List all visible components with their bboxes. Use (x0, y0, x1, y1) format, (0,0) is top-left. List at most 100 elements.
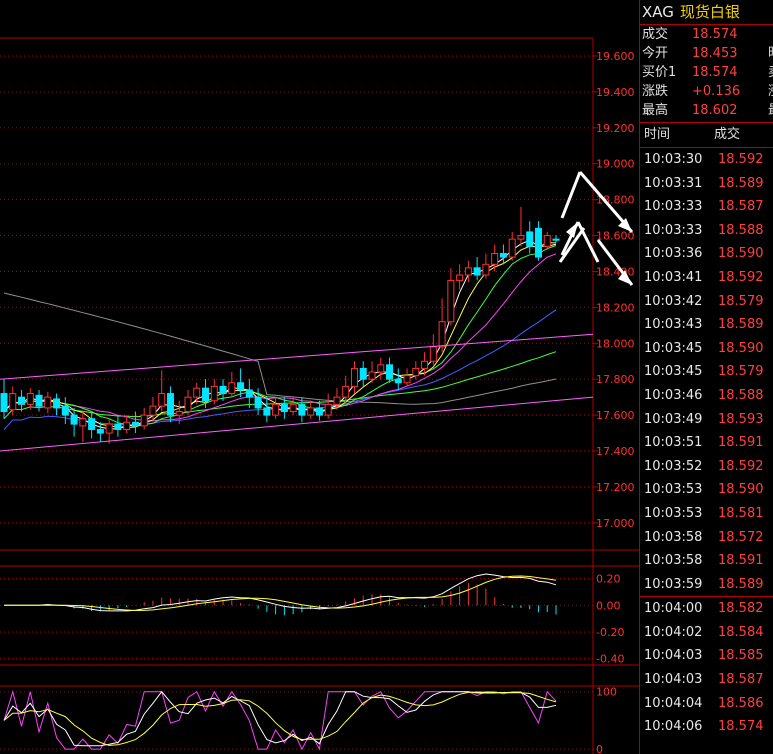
candle-body (464, 267, 472, 276)
quote-label: 成交 (642, 27, 669, 42)
tick-time: 10:03:53 (644, 482, 703, 498)
y-tick-label: 17.200 (596, 481, 635, 494)
annotation-arrows (558, 171, 634, 286)
y-tick-label: 0 (596, 743, 603, 754)
tick-row: 10:03:43 18.589 (640, 313, 773, 337)
candle-body (114, 423, 122, 430)
candle-body (298, 403, 306, 416)
tick-row: 10:04:02 18.584 (640, 621, 773, 645)
tick-price: 18.590 (718, 482, 764, 498)
tick-price: 18.590 (718, 340, 764, 356)
y-tick-label: -0.20 (596, 626, 624, 639)
y-tick-label: 19.000 (596, 158, 635, 171)
candle-body (202, 387, 210, 402)
y-tick-label: 19.400 (596, 86, 635, 99)
tick-time: 10:04:04 (644, 695, 703, 711)
quote-row: 涨跌 +0.136 涨 (640, 82, 773, 101)
tick-price: 18.593 (718, 411, 764, 427)
arrow-line (558, 227, 586, 263)
tick-price: 18.591 (718, 435, 764, 451)
tick-time: 10:03:59 (644, 576, 703, 592)
arrow-head (618, 270, 632, 285)
candle-body (149, 405, 157, 416)
tick-price: 18.582 (718, 601, 764, 617)
tick-price: 18.574 (718, 719, 764, 735)
osc-d-line (3, 690, 557, 747)
tick-price: 18.584 (718, 624, 764, 640)
candle-body (88, 418, 96, 430)
y-tick-label: -0.40 (596, 653, 624, 666)
tick-row: 10:03:52 18.592 (640, 455, 773, 479)
candle-body (131, 421, 139, 427)
quote-extra: 卖 (768, 63, 773, 82)
quote-value: 18.602 (692, 103, 738, 118)
tick-price: 18.585 (718, 648, 764, 664)
candle-body (44, 396, 52, 409)
candle-body (219, 385, 227, 395)
tick-time: 10:03:41 (644, 269, 703, 285)
tick-price: 18.592 (718, 152, 764, 167)
tick-time: 10:03:42 (644, 293, 703, 309)
candle-body (429, 346, 437, 362)
tick-price: 18.572 (718, 529, 764, 545)
y-tick-label: 17.400 (596, 445, 635, 458)
candle-body (61, 405, 69, 416)
quote-extra: 最 (768, 101, 773, 120)
macd-dea-line (4, 575, 557, 612)
candle-body (377, 364, 385, 373)
ticks-time-header: 时间 (644, 127, 671, 142)
quote-label: 买价1 (642, 65, 677, 80)
arrow-line (576, 221, 600, 263)
candle-body (350, 367, 358, 387)
tick-price: 18.589 (718, 576, 764, 592)
tick-price: 18.589 (718, 317, 764, 333)
quote-value: +0.136 (692, 84, 741, 99)
tick-time: 10:03:31 (644, 175, 703, 191)
tick-price: 18.592 (718, 269, 764, 285)
osc-k-line (3, 689, 557, 751)
tick-row: 10:04:04 18.586 (640, 692, 773, 716)
candle-body (473, 267, 481, 276)
ticks-list[interactable]: 10:03:30 18.592 10:03:31 18.589 10:03:33 18.5… (640, 148, 773, 739)
tick-time: 10:03:30 (644, 152, 703, 167)
candle-body (140, 414, 148, 427)
tick-time: 10:04:02 (644, 624, 703, 640)
symbol-code: XAG (642, 3, 674, 21)
arrow-head (618, 218, 632, 232)
tick-price: 18.591 (718, 553, 764, 569)
tick-row: 10:03:53 18.581 (640, 502, 773, 526)
tick-price: 18.589 (718, 175, 764, 191)
quote-label: 涨跌 (642, 84, 669, 99)
tick-time: 10:03:33 (644, 222, 703, 238)
tick-time: 10:04:00 (644, 601, 703, 617)
tick-time: 10:04:06 (644, 719, 703, 735)
quote-row: 今开 18.453 昨 (640, 44, 773, 63)
ma-yellow-line (3, 242, 557, 429)
candle-body (324, 403, 332, 416)
tick-price: 18.581 (718, 505, 764, 521)
tick-row: 10:03:30 18.592 (640, 148, 773, 172)
tick-row: 10:03:59 18.589 (640, 573, 773, 597)
y-tick-label: 18.000 (596, 337, 635, 350)
tick-time: 10:04:03 (644, 672, 703, 688)
candle-body (237, 382, 245, 391)
tick-row: 10:04:00 18.582 (640, 597, 773, 621)
quote-row: 买价1 18.574 卖 (640, 63, 773, 82)
candle-body (79, 418, 87, 427)
candle-body (386, 364, 394, 380)
candle-body (228, 382, 236, 395)
tick-row: 10:03:45 18.590 (640, 337, 773, 361)
candle-body (508, 238, 516, 258)
candle-body (245, 389, 253, 398)
quote-extra: 涨 (768, 82, 773, 101)
tick-time: 10:04:03 (644, 648, 703, 664)
y-tick-label: 18.400 (596, 265, 635, 278)
tick-time: 10:03:45 (644, 364, 703, 380)
candle-body (543, 235, 551, 247)
candle-body (552, 238, 560, 241)
y-tick-label: 18.600 (596, 230, 635, 243)
candle-body (26, 393, 34, 405)
candle-body (307, 407, 315, 416)
tick-price: 18.587 (718, 199, 764, 215)
quote-label: 最高 (642, 103, 669, 118)
